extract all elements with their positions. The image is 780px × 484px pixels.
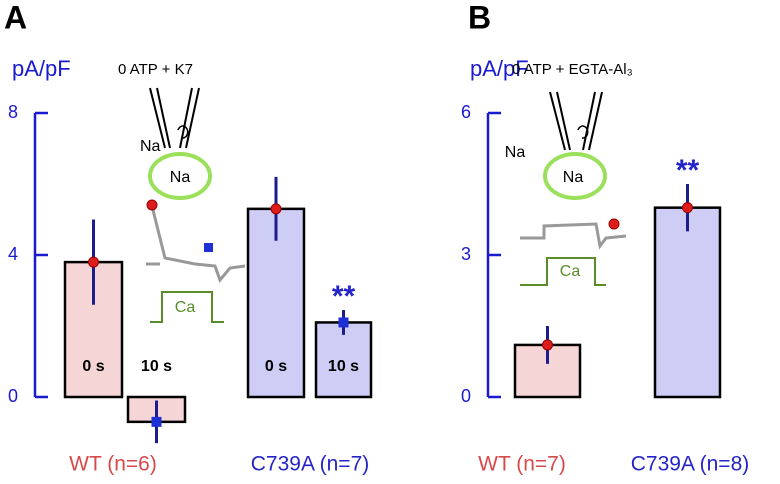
inset-label: Na: [140, 138, 161, 155]
axis-label: pA/pF: [12, 56, 71, 81]
inset-diagram: [520, 91, 627, 286]
data-marker: [151, 416, 162, 427]
group-label: WT (n=6): [69, 453, 157, 476]
panel-letter: B: [468, 0, 491, 35]
bar: [246, 207, 306, 399]
bar-label: 10 s: [141, 358, 172, 375]
x-tick-label: WT (n=7): [478, 453, 566, 476]
x-tick-label: C739A (n=8): [631, 453, 750, 476]
data-marker: [682, 202, 693, 214]
chart-title: 0 ATP + EGTA-Al₃: [512, 61, 633, 78]
y-tick-label: 3: [461, 244, 471, 264]
group-label: C739A (n=7): [251, 453, 370, 476]
data-marker: [338, 317, 349, 328]
panel-letter: A: [4, 0, 27, 35]
bar-label: 10 s: [328, 358, 359, 375]
axis-label: pA/pF: [470, 56, 529, 81]
bar-label: 0 s: [265, 358, 287, 375]
y-tick-label: 6: [461, 102, 471, 122]
significance-annotation: **: [332, 280, 356, 313]
y-tick-label: 0: [461, 386, 471, 406]
inset-diagram: [146, 87, 246, 323]
y-tick-label: 8: [8, 102, 18, 122]
y-tick-label: 4: [8, 244, 18, 264]
inset-label: Na: [170, 169, 191, 186]
bar-label: 0 s: [82, 358, 104, 375]
inset-label: Na: [505, 144, 526, 161]
inset-label: Ca: [560, 263, 581, 280]
data-marker: [88, 256, 99, 268]
bar: [653, 206, 722, 399]
inset-label: Na: [563, 169, 584, 186]
significance-annotation: **: [676, 154, 700, 187]
inset-label: Ca: [175, 299, 196, 316]
chart-title: 0 ATP + K7: [118, 61, 193, 78]
data-marker: [542, 339, 553, 351]
y-tick-label: 0: [8, 386, 18, 406]
bar: [314, 321, 373, 399]
data-marker: [270, 203, 282, 215]
